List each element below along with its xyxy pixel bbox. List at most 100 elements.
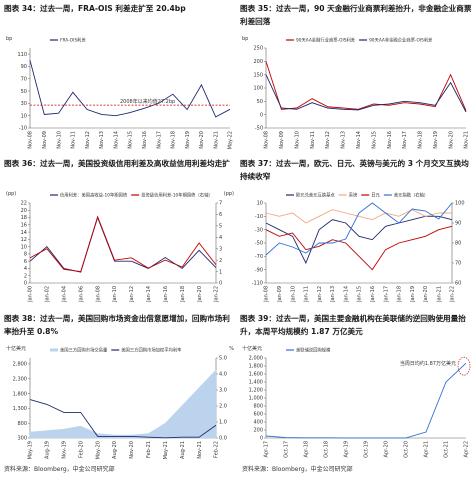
chart: 0 200 400 600 800 1,000 1,200 1,400 1,600 1,800 2,… <box>242 345 471 458</box>
y-tick-label: 10 <box>257 201 263 207</box>
y-tick-label: -90 <box>255 267 263 273</box>
y-tick-label: 0 <box>260 112 263 118</box>
x-tick-label: Nov-19 <box>185 131 191 149</box>
chart-title: 图表 39：过去一周，美国主要金融机构在美联储的逆回购使用量抬升，本周平均规模约… <box>240 314 466 336</box>
x-tick-label: May-20 <box>95 441 101 459</box>
y2-tick-label: 7 <box>219 201 222 207</box>
x-tick-label: Jan-22 <box>450 286 456 303</box>
legend-label: 欧元兑美元互换基点 <box>296 192 335 199</box>
y-tick-label: 800 <box>17 421 27 427</box>
x-tick-label: Apr-19 <box>344 441 350 458</box>
x-tick-label: Oct-18 <box>324 441 330 458</box>
y2-tick-label: 3.0 <box>219 388 227 394</box>
y-tick-label: 150 <box>253 72 263 78</box>
x-tick-label: Nov-21 <box>197 441 203 459</box>
y2-tick-label: 100 <box>455 201 465 207</box>
x-tick-label: Jan-17 <box>383 286 389 303</box>
y-tick-label: 6 <box>24 259 27 265</box>
x-tick-label: Jan-06 <box>78 286 84 303</box>
line <box>29 216 217 273</box>
y-tick-label: 70 <box>21 76 27 82</box>
y2-tick-label: 6 <box>219 212 222 218</box>
y2-tick-label: 70 <box>455 261 461 267</box>
x-tick-label: Nov-13 <box>341 131 347 149</box>
y-tick-label: 2,300 <box>13 376 27 382</box>
y2-tick-label: 4 <box>219 235 222 241</box>
chart-panel: 图表 39：过去一周，美国主要金融机构在美联储的逆回购使用量抬升，本周平均规模约… <box>240 312 472 462</box>
x-tick-label: Jan-20 <box>197 286 203 303</box>
y-tick-label: 110 <box>17 52 27 58</box>
chart: -50 0 50 100 150 200 250 bp Nov-08 Nov-09 Nov-10 No… <box>242 36 470 149</box>
chart-panel: 图表 36：过去一周，美国投资级信用利差及高收益信用利差均走扩 0 2 4 6 8 10 12… <box>4 157 236 307</box>
x-tick-label: Jan-21 <box>436 286 442 303</box>
y-tick-label: 100 <box>253 86 263 92</box>
line <box>29 60 231 118</box>
y2-tick-label: 1.0 <box>219 420 227 426</box>
y-axis-label: bp <box>6 36 12 42</box>
footer: 资料来源：Bloomberg，中金公司研究部 <box>242 466 353 473</box>
x-tick-label: Nov-21 <box>213 131 219 149</box>
y-tick-label: 1,600 <box>249 372 263 378</box>
legend-label: 美国三方回购市场加权平均利率 <box>121 347 182 354</box>
x-tick-label: Jan-14 <box>146 286 152 303</box>
x-tick-label: May-21 <box>163 441 169 459</box>
x-tick-label: Jan-15 <box>357 286 363 303</box>
y-tick-label: 18 <box>21 215 27 221</box>
y-tick-label: 1,200 <box>249 388 263 394</box>
chart-panel: 图表 34：过去一周，FRA-OIS 利差走扩至 20.4bp -10 10 30 50… <box>4 2 236 152</box>
x-tick-label: Jan-09 <box>277 286 283 303</box>
x-tick-label: Nov-08 <box>28 131 34 149</box>
x-tick-label: Nov-18 <box>418 131 424 149</box>
y2-tick-label: 90 <box>455 221 461 227</box>
x-tick-label: Jan-18 <box>397 286 403 303</box>
y-tick-label: 12 <box>21 237 27 243</box>
y-tick-label: 200 <box>253 59 263 65</box>
x-tick-label: Nov-11 <box>310 131 316 149</box>
y-axis-label: bp <box>242 36 248 42</box>
x-tick-label: Jan-00 <box>28 286 34 303</box>
line <box>265 225 453 271</box>
footer: 资料来源：Bloomberg，中金公司研究部 <box>4 466 115 473</box>
chart: 300 800 1,300 1,800 2,300 2,800 0.0 1.0 2.0 3.0 4.… <box>6 345 234 459</box>
y-tick-label: 250 <box>253 46 263 52</box>
x-tick-label: Feb-20 <box>78 441 84 458</box>
x-tick-label: Nov-17 <box>156 131 162 149</box>
x-tick-label: Nov-21 <box>464 131 470 149</box>
annotation: 当周日均约1.87万亿美元 <box>400 360 456 367</box>
line <box>29 399 217 439</box>
chart-title: 图表 37：过去一周，欧元、日元、英镑与美元的 3 个月交叉互换均持续收窄 <box>240 159 469 181</box>
x-tick-label: Nov-20 <box>199 131 205 149</box>
y-tick-label: -110 <box>252 281 263 287</box>
legend-label: FRA-OIS利差 <box>60 37 86 44</box>
x-tick-label: Jan-16 <box>370 286 376 303</box>
x-tick-label: Nov-09 <box>279 131 285 149</box>
y2-axis-label: % <box>229 346 234 352</box>
chart-panel: 图表 35：过去一周，90 天金融行业商票利差抬升，非金融企业商票利差回落 -50… <box>240 2 472 152</box>
y2-tick-label: 0 <box>219 281 222 287</box>
x-tick-label: Jan-10 <box>112 286 118 303</box>
chart-title: 图表 38：过去一周，美国回购市场资金出借意愿增加，回购市场利率抬升至 0.8% <box>4 314 230 336</box>
y-tick-label: 0 <box>260 436 263 442</box>
y2-tick-label: 60 <box>455 281 461 287</box>
y-tick-label: 4 <box>24 266 27 272</box>
y-tick-label: 8 <box>24 252 27 258</box>
y-tick-label: 0 <box>24 281 27 287</box>
x-tick-label: Jan-12 <box>317 286 323 303</box>
line <box>265 362 467 439</box>
y-tick-label: 600 <box>253 412 263 418</box>
x-tick-label: Jan-14 <box>343 286 349 303</box>
y-axis-label: (pp) <box>6 191 16 197</box>
x-tick-label: Nov-16 <box>387 131 393 149</box>
y2-tick-label: 2.0 <box>219 404 227 410</box>
y-tick-label: -30 <box>255 227 263 233</box>
legend-label: 投资级信用利差-10年期国债（右轴） <box>141 192 212 199</box>
y-tick-label: -50 <box>255 126 263 132</box>
x-tick-label: Jan-02 <box>45 286 51 303</box>
y-tick-label: -10 <box>255 214 263 220</box>
x-tick-label: Jan-11 <box>304 286 310 303</box>
y-tick-label: 14 <box>21 230 27 236</box>
y-tick-label: 300 <box>17 436 27 442</box>
x-tick-label: Jan-22 <box>214 286 220 303</box>
x-tick-label: Nov-20 <box>448 131 454 149</box>
